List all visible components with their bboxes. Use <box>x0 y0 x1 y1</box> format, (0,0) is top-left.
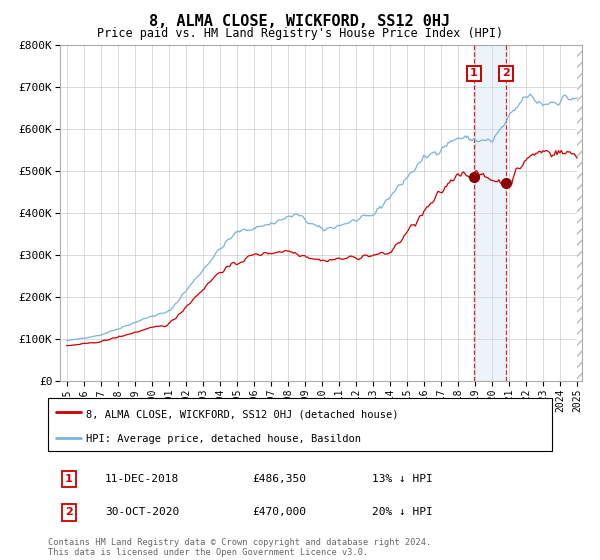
Text: Contains HM Land Registry data © Crown copyright and database right 2024.
This d: Contains HM Land Registry data © Crown c… <box>48 538 431 557</box>
Text: 8, ALMA CLOSE, WICKFORD, SS12 0HJ: 8, ALMA CLOSE, WICKFORD, SS12 0HJ <box>149 14 451 29</box>
Text: HPI: Average price, detached house, Basildon: HPI: Average price, detached house, Basi… <box>86 434 361 444</box>
Text: 2: 2 <box>65 507 73 517</box>
Text: 1: 1 <box>65 474 73 484</box>
Text: £486,350: £486,350 <box>252 474 306 484</box>
Text: 1: 1 <box>470 68 478 78</box>
Text: 20% ↓ HPI: 20% ↓ HPI <box>372 507 433 517</box>
Text: 30-OCT-2020: 30-OCT-2020 <box>105 507 179 517</box>
Bar <box>474 45 506 381</box>
Text: 8, ALMA CLOSE, WICKFORD, SS12 0HJ (detached house): 8, ALMA CLOSE, WICKFORD, SS12 0HJ (detac… <box>86 409 398 419</box>
Text: 2: 2 <box>502 68 510 78</box>
Text: 13% ↓ HPI: 13% ↓ HPI <box>372 474 433 484</box>
Text: 11-DEC-2018: 11-DEC-2018 <box>105 474 179 484</box>
Text: Price paid vs. HM Land Registry's House Price Index (HPI): Price paid vs. HM Land Registry's House … <box>97 27 503 40</box>
Text: £470,000: £470,000 <box>252 507 306 517</box>
